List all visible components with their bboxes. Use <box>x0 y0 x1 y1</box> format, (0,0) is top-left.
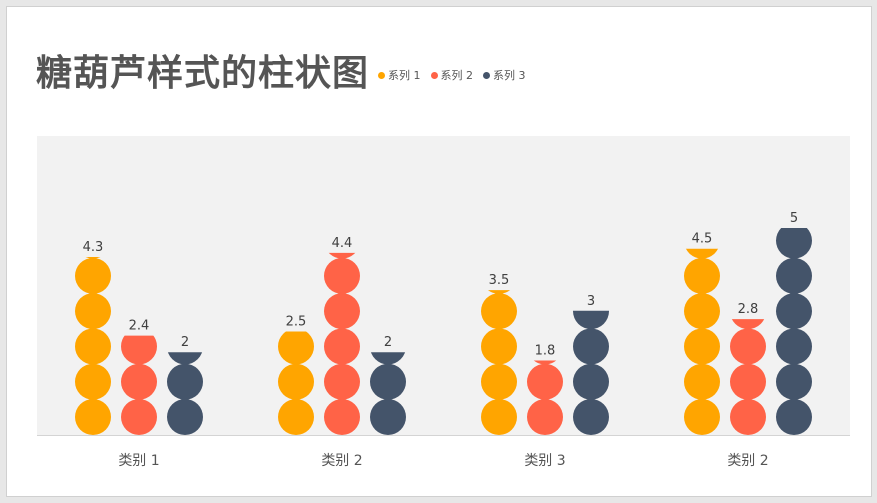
data-label-2-series-3: 2 <box>384 335 392 350</box>
legend-item-series-3: 系列 3 <box>483 67 526 83</box>
data-label-3-series-1: 3.5 <box>489 273 510 288</box>
bar-3-series-1 <box>481 290 517 435</box>
data-label-3-series-2: 1.8 <box>535 343 556 358</box>
data-label-1-series-1: 4.3 <box>83 240 104 255</box>
bar-bead <box>121 363 157 400</box>
bar-bead <box>527 363 563 400</box>
bar-bead <box>731 319 765 330</box>
bar-bead <box>278 363 314 400</box>
bar-bead <box>370 399 406 435</box>
legend-label-series-1: 系列 1 <box>388 69 421 82</box>
bar-bead <box>776 399 812 435</box>
bar-bead <box>278 399 314 435</box>
legend-dot-series-3 <box>483 71 490 79</box>
legend-item-series-2: 系列 2 <box>430 67 474 83</box>
bar-bead <box>533 360 557 365</box>
bar-bead <box>730 363 766 400</box>
legend-label-series-3: 系列 3 <box>493 69 526 82</box>
bar-bead <box>167 363 203 400</box>
plot-area <box>37 136 850 435</box>
bar-bead <box>776 257 812 294</box>
data-label-4-series-3: 5 <box>790 211 798 226</box>
bar-bead <box>481 399 517 435</box>
legend-dot-series-2 <box>430 71 438 79</box>
bar-bead <box>75 328 111 365</box>
bar-bead <box>121 335 157 365</box>
bar-bead <box>573 363 609 400</box>
category-label-2: 类别 2 <box>321 453 362 469</box>
bar-bead <box>776 228 812 259</box>
bar-bead <box>685 248 719 259</box>
bar-bead <box>481 328 517 365</box>
bar-bead <box>167 399 203 435</box>
data-label-1-series-3: 2 <box>181 335 189 350</box>
legend-label-series-2: 系列 2 <box>440 69 474 82</box>
bar-bead <box>85 256 101 259</box>
legend-dot-series-1 <box>378 71 385 79</box>
bar-2-series-1 <box>278 331 314 435</box>
bar-bead <box>527 399 563 435</box>
bar-1-series-1 <box>75 256 111 435</box>
bar-4-series-1 <box>684 248 720 435</box>
bar-4-series-3 <box>776 228 812 435</box>
category-label-1: 类别 1 <box>118 453 159 469</box>
bar-bead <box>487 290 511 294</box>
bar-bead <box>75 399 111 435</box>
bar-bead <box>324 328 360 365</box>
bar-bead <box>278 331 314 365</box>
data-label-2-series-1: 2.5 <box>286 315 307 330</box>
bar-bead <box>684 257 720 294</box>
bar-3-series-3 <box>573 310 609 435</box>
bar-bead <box>481 293 517 330</box>
bar-bead <box>573 399 609 435</box>
data-label-4-series-2: 2.8 <box>738 302 759 317</box>
bar-bead <box>167 352 203 365</box>
category-label-3: 类别 3 <box>524 453 565 469</box>
bar-bead <box>684 363 720 400</box>
bar-bead <box>324 257 360 294</box>
bar-bead <box>324 399 360 435</box>
bar-bead <box>328 252 356 259</box>
bar-bead <box>75 293 111 330</box>
bar-bead <box>75 363 111 400</box>
bar-bead <box>730 328 766 365</box>
data-label-2-series-2: 4.4 <box>332 236 353 251</box>
bar-1-series-3 <box>167 352 203 435</box>
bar-bead <box>370 363 406 400</box>
legend-item-series-1: 系列 1 <box>378 67 421 83</box>
bar-2-series-3 <box>370 352 406 435</box>
bar-3-series-2 <box>527 360 563 435</box>
bar-bead <box>776 293 812 330</box>
bar-bead <box>481 363 517 400</box>
data-label-1-series-2: 2.4 <box>129 319 150 334</box>
bar-1-series-2 <box>121 335 157 435</box>
bar-bead <box>75 257 111 294</box>
bar-bead <box>730 399 766 435</box>
bar-bead <box>684 293 720 330</box>
chart-title: 糖葫芦样式的柱状图 <box>36 53 370 94</box>
data-label-4-series-1: 4.5 <box>692 232 713 247</box>
bar-bead <box>121 399 157 435</box>
bar-bead <box>573 328 609 365</box>
bar-bead <box>370 352 406 365</box>
bar-bead <box>573 310 609 330</box>
bar-bead <box>684 399 720 435</box>
bar-2-series-2 <box>324 252 360 435</box>
bar-bead <box>324 293 360 330</box>
bar-bead <box>776 328 812 365</box>
bar-bead <box>324 363 360 400</box>
bar-bead <box>776 363 812 400</box>
bar-4-series-2 <box>730 319 766 435</box>
data-label-3-series-3: 3 <box>587 294 595 309</box>
legend: 系列 1 系列 2 系列 3 <box>378 67 526 83</box>
bar-bead <box>684 328 720 365</box>
category-label-4: 类别 2 <box>727 453 768 469</box>
